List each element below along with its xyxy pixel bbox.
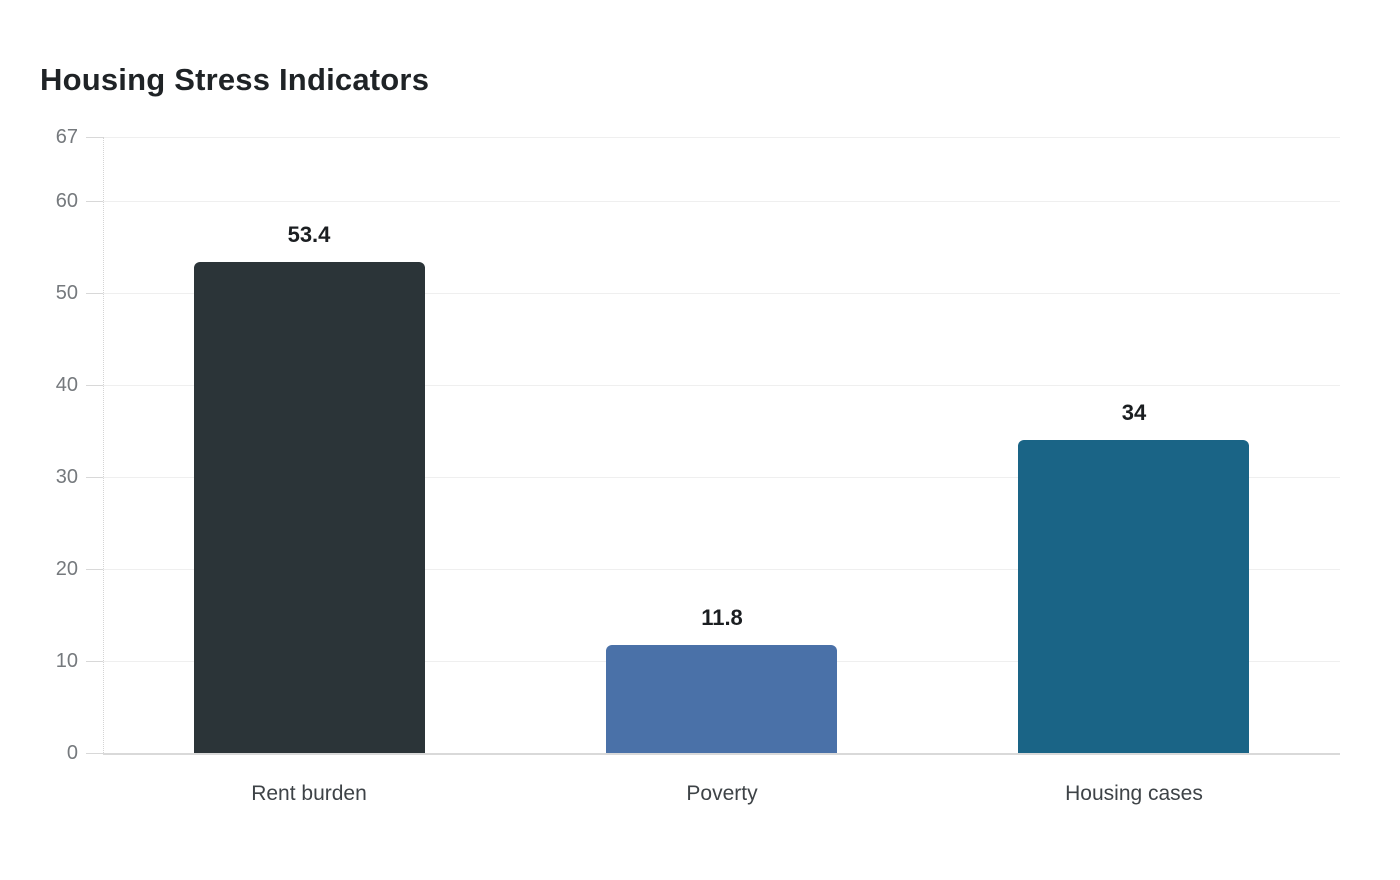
bar-housing-cases: [1018, 440, 1249, 753]
y-tick-mark: [86, 385, 103, 386]
gridline: [103, 569, 1340, 570]
y-axis-line: [103, 137, 104, 753]
gridline: [103, 293, 1340, 294]
y-tick-label: 50: [55, 282, 78, 304]
y-tick-label: 67: [55, 126, 78, 148]
gridline: [103, 385, 1340, 386]
x-axis-label: Housing cases: [1065, 782, 1203, 805]
y-tick-mark: [86, 477, 103, 478]
bar-rent-burden: [194, 262, 425, 753]
gridline: [103, 201, 1340, 202]
bar-value-label: 53.4: [287, 222, 331, 247]
y-tick-label: 30: [55, 466, 78, 488]
gridline: [103, 137, 1340, 138]
y-tick-label: 0: [66, 742, 78, 764]
y-tick-mark: [86, 661, 103, 662]
y-tick-mark: [86, 753, 103, 754]
y-tick-label: 20: [55, 558, 78, 580]
bar-value-label: 34: [1121, 400, 1147, 425]
x-axis-label: Poverty: [686, 782, 758, 805]
bar-value-label: 11.8: [701, 605, 743, 630]
y-tick-mark: [86, 293, 103, 294]
gridline: [103, 477, 1340, 478]
y-tick-label: 60: [55, 190, 78, 212]
y-tick-mark: [86, 137, 103, 138]
x-axis-label: Rent burden: [251, 782, 367, 805]
chart-title: Housing Stress Indicators: [40, 62, 430, 97]
bar-poverty: [606, 645, 837, 753]
x-axis-baseline: [103, 753, 1340, 755]
y-tick-mark: [86, 569, 103, 570]
y-tick-label: 10: [55, 650, 78, 672]
y-tick-label: 40: [55, 374, 78, 396]
y-tick-mark: [86, 201, 103, 202]
